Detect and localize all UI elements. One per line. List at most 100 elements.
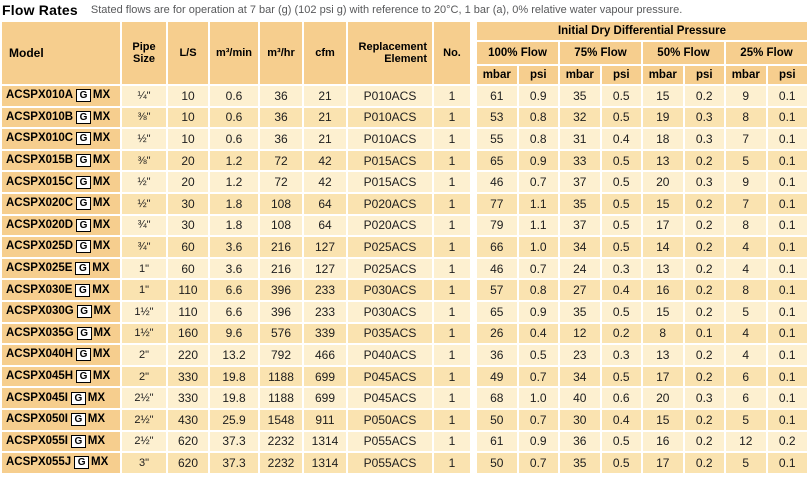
thread-type-badge: G	[71, 413, 86, 427]
dp-mbar-cell: 61	[477, 431, 517, 452]
model-suffix: MX	[92, 132, 111, 145]
thread-type-badge: G	[76, 348, 91, 362]
dp-psi-cell: 0.4	[518, 323, 558, 344]
dp-mbar-cell: 4	[726, 258, 766, 279]
model-suffix: MX	[87, 413, 106, 426]
ls-cell: 330	[168, 388, 208, 408]
thread-type-badge: G	[76, 305, 92, 319]
dp-mbar-cell: 5	[726, 301, 766, 322]
cfm-cell: 21	[304, 86, 346, 106]
dp-mbar-cell: 37	[560, 215, 600, 236]
dp-mbar-cell: 16	[643, 431, 683, 452]
no-cell: 1	[434, 280, 470, 300]
title-bar: Flow Rates Stated flows are for operatio…	[0, 0, 809, 20]
pipe-size-cell: 1½"	[122, 301, 166, 322]
dp-psi-cell: 0.1	[767, 150, 807, 171]
dp-mbar-cell: 24	[560, 258, 600, 279]
column-header-no: No.	[434, 22, 470, 84]
replacement-element-cell: P030ACS	[348, 301, 432, 322]
table-row: ACSPX010A G MX ¼" 10 0.6 36 21 P010ACS 1	[2, 86, 470, 106]
model-name: ACSPX010C	[6, 132, 74, 145]
dp-mbar-cell: 36	[477, 345, 517, 365]
m3hr-cell: 72	[260, 150, 302, 171]
dp-mbar-cell: 27	[560, 280, 600, 300]
dp-psi-cell: 0.3	[684, 107, 724, 128]
no-cell: 1	[434, 215, 470, 236]
m3min-cell: 3.6	[210, 237, 258, 257]
replacement-element-cell: P055ACS	[348, 431, 432, 452]
tables-container: Model Pipe Size L/S m³/min m³/hr cfm Rep…	[0, 20, 809, 475]
dp-psi-cell: 0.1	[767, 237, 807, 257]
dp-mbar-cell: 15	[643, 409, 683, 430]
model-name: ACSPX035G	[6, 326, 74, 339]
model-name: ACSPX010B	[6, 110, 74, 123]
m3min-cell: 9.6	[210, 323, 258, 344]
dp-mbar-cell: 40	[560, 388, 600, 408]
table-row: ACSPX045H G MX 2" 330 19.8 1188 699 P045ACS 1	[2, 366, 470, 387]
ls-cell: 620	[168, 453, 208, 473]
model-cell: ACSPX055J G MX	[2, 453, 120, 473]
dp-psi-cell: 0.3	[684, 172, 724, 192]
m3min-cell: 13.2	[210, 345, 258, 365]
table-row: 61 0.9 36 0.5 16 0.2 12 0.2	[477, 431, 807, 452]
table-row: 66 1.0 34 0.5 14 0.2 4 0.1	[477, 237, 807, 257]
model-name: ACSPX025D	[6, 240, 74, 253]
dp-psi-cell: 0.3	[684, 388, 724, 408]
dp-mbar-cell: 8	[726, 107, 766, 128]
replacement-element-cell: P015ACS	[348, 150, 432, 171]
thread-type-badge: G	[76, 89, 91, 103]
table-row: ACSPX045I G MX 2½" 330 19.8 1188 699 P045ACS 1	[2, 388, 470, 408]
cfm-cell: 64	[304, 215, 346, 236]
dp-psi-cell: 0.2	[684, 150, 724, 171]
dp-mbar-cell: 4	[726, 345, 766, 365]
dp-mbar-cell: 6	[726, 388, 766, 408]
dp-psi-cell: 0.1	[767, 388, 807, 408]
no-cell: 1	[434, 323, 470, 344]
model-suffix: MX	[92, 218, 111, 231]
dp-mbar-cell: 7	[726, 193, 766, 214]
thread-type-badge: G	[74, 456, 89, 470]
dp-psi-cell: 0.5	[601, 150, 641, 171]
dp-mbar-cell: 31	[560, 129, 600, 149]
table-row: ACSPX055J G MX 3" 620 37.3 2232 1314 P055ACS 1	[2, 453, 470, 473]
model-name: ACSPX045I	[6, 391, 69, 404]
m3hr-cell: 72	[260, 172, 302, 192]
dp-psi-cell: 0.2	[684, 431, 724, 452]
cfm-cell: 64	[304, 193, 346, 214]
flow-group-25: 25% Flow	[726, 42, 807, 64]
cfm-cell: 339	[304, 323, 346, 344]
model-suffix: MX	[92, 89, 111, 102]
cfm-cell: 699	[304, 388, 346, 408]
dp-mbar-cell: 68	[477, 388, 517, 408]
dp-psi-cell: 1.1	[518, 215, 558, 236]
m3hr-cell: 396	[260, 280, 302, 300]
dp-mbar-cell: 13	[643, 258, 683, 279]
dp-mbar-cell: 20	[643, 388, 683, 408]
dp-psi-cell: 0.1	[684, 323, 724, 344]
table-row: ACSPX020C G MX ½" 30 1.8 108 64 P020ACS 1	[2, 193, 470, 214]
thread-type-badge: G	[76, 154, 91, 168]
dp-psi-cell: 0.1	[767, 258, 807, 279]
dp-psi-cell: 0.2	[684, 258, 724, 279]
replacement-element-cell: P020ACS	[348, 193, 432, 214]
dp-psi-cell: 0.9	[518, 86, 558, 106]
dp-psi-cell: 0.2	[684, 453, 724, 473]
dp-mbar-cell: 35	[560, 193, 600, 214]
model-name: ACSPX045H	[6, 370, 74, 383]
thread-type-badge: G	[71, 434, 86, 448]
flow-table-header-row: Model Pipe Size L/S m³/min m³/hr cfm Rep…	[2, 22, 470, 84]
thread-type-badge: G	[76, 132, 91, 146]
m3min-cell: 0.6	[210, 129, 258, 149]
dp-psi-cell: 0.5	[601, 86, 641, 106]
dp-mbar-cell: 33	[560, 150, 600, 171]
ls-cell: 110	[168, 280, 208, 300]
thread-type-badge: G	[71, 391, 86, 405]
thread-type-badge: G	[76, 175, 91, 189]
pipe-size-cell: ⅜"	[122, 107, 166, 128]
model-cell: ACSPX050I G MX	[2, 409, 120, 430]
dp-mbar-cell: 8	[726, 215, 766, 236]
replacement-element-cell: P025ACS	[348, 237, 432, 257]
dp-psi-cell: 0.3	[601, 258, 641, 279]
no-cell: 1	[434, 150, 470, 171]
model-cell: ACSPX010A G MX	[2, 86, 120, 106]
